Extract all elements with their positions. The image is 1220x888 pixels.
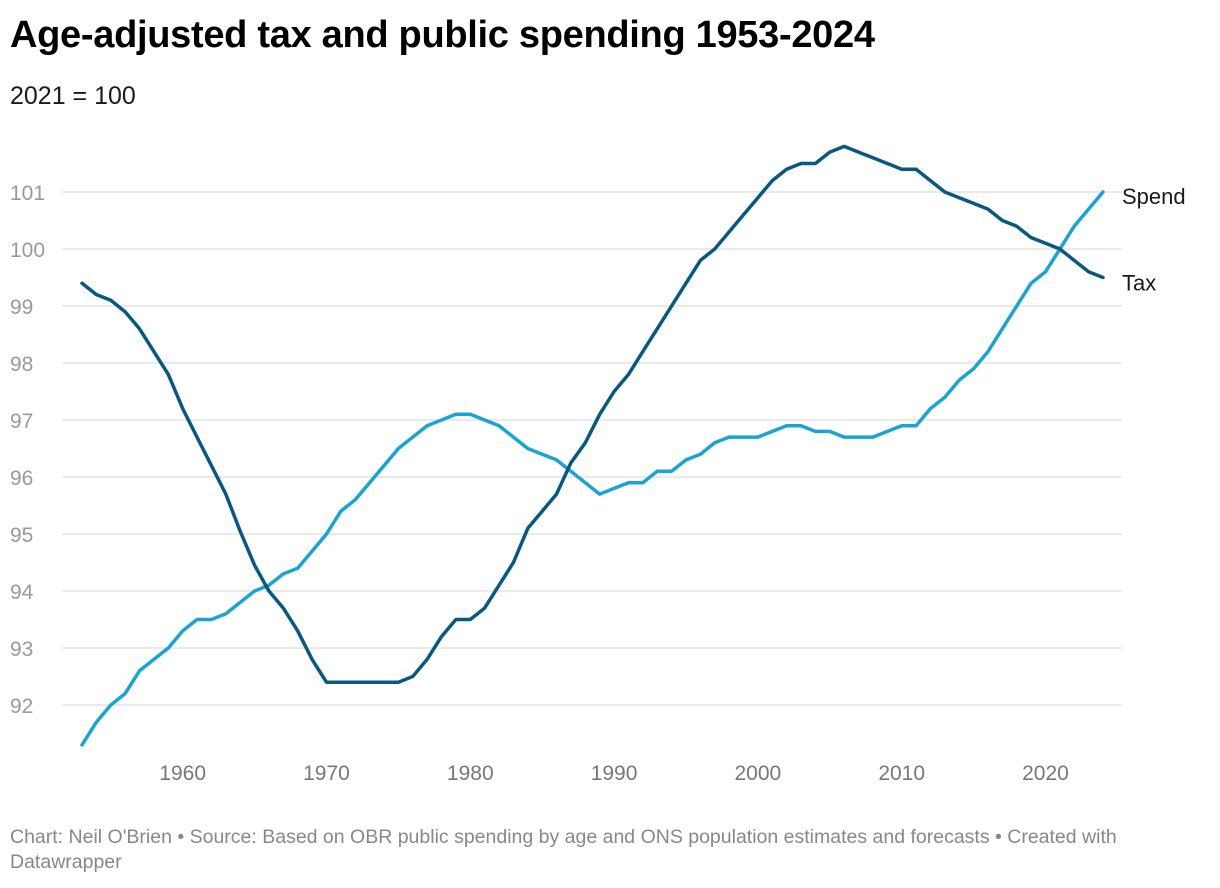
chart-title: Age-adjusted tax and public spending 195… [10, 14, 875, 56]
x-tick-label: 1960 [159, 762, 206, 785]
x-tick-label: 2020 [1022, 762, 1069, 785]
series-line-tax [80, 144, 1105, 684]
x-tick-label: 2000 [735, 762, 782, 785]
y-tick-label: 94 [10, 581, 34, 604]
series-lines [80, 144, 1105, 747]
y-tick-label: 99 [10, 296, 33, 319]
x-tick-label: 2010 [878, 762, 925, 785]
x-tick-label: 1970 [303, 762, 350, 785]
gridlines [62, 191, 1122, 706]
y-axis-ticks: 92 93 94 95 96 97 98 99 100 101 [10, 182, 45, 718]
series-label-spend: Spend [1122, 184, 1186, 209]
y-tick-label: 97 [10, 410, 33, 433]
y-tick-label: 100 [10, 239, 45, 262]
y-tick-label: 96 [10, 467, 33, 490]
x-axis-ticks: 1960 1970 1980 1990 2000 2010 2020 [159, 762, 1069, 785]
x-tick-label: 1980 [447, 762, 494, 785]
series-line-spend [80, 190, 1105, 747]
y-tick-label: 95 [10, 524, 33, 547]
series-label-tax: Tax [1122, 271, 1156, 296]
series-labels: Spend Tax [1122, 184, 1186, 296]
y-tick-label: 93 [10, 638, 33, 661]
chart-subtitle: 2021 = 100 [10, 82, 136, 110]
x-tick-label: 1990 [591, 762, 638, 785]
y-tick-label: 92 [10, 695, 33, 718]
chart-footer: Chart: Neil O'Brien • Source: Based on O… [10, 826, 1117, 873]
y-tick-label: 101 [10, 182, 45, 205]
y-tick-label: 98 [10, 353, 33, 376]
